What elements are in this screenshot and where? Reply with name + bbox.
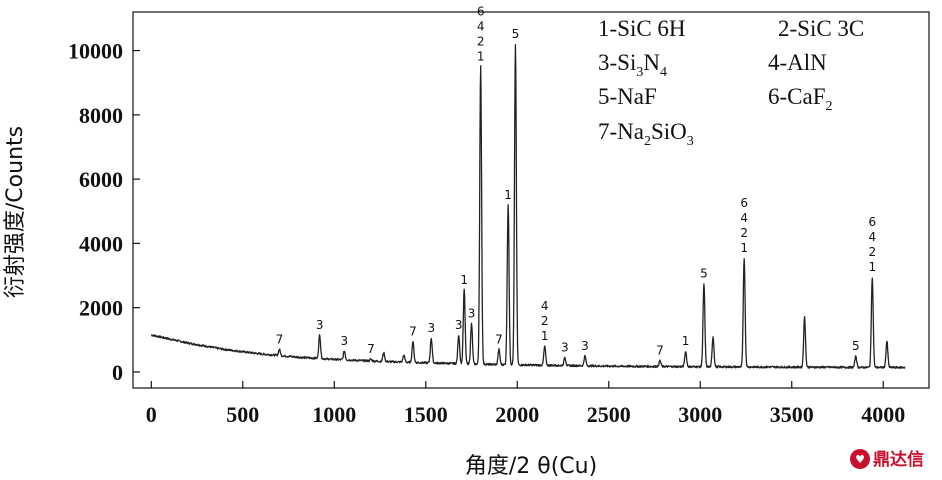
x-tick-label: 3500	[770, 402, 814, 427]
legend-entry: 4-AlN	[768, 50, 827, 75]
peak-label: 3	[341, 334, 349, 348]
peak-label: 3	[316, 318, 324, 332]
watermark: ♥ 鼎达信	[850, 449, 924, 470]
peak-label: 7	[409, 324, 417, 338]
peak-label: 2	[477, 35, 485, 49]
watermark-text: 鼎达信	[873, 449, 924, 470]
peak-label: 3	[581, 339, 589, 353]
peak-label: 1	[682, 334, 690, 348]
peak-label: 5	[852, 339, 860, 353]
x-tick-label: 3000	[678, 402, 722, 427]
x-tick-label: 2500	[587, 402, 631, 427]
x-tick-label: 500	[226, 402, 259, 427]
peak-label: 1	[477, 50, 485, 64]
x-axis-title: 角度/2 θ(Cu)	[465, 454, 597, 479]
peak-label: 5	[700, 267, 708, 281]
x-tick-label: 1000	[312, 402, 356, 427]
peak-label: 4	[477, 20, 485, 34]
y-tick-label: 4000	[79, 231, 123, 256]
y-axis-ticks: 0 2000 4000 6000 8000 10000	[68, 39, 140, 385]
y-axis-title: 衍射强度/Counts	[3, 126, 28, 298]
peak-label: 7	[367, 342, 375, 356]
watermark-logo-glyph: ♥	[855, 453, 865, 466]
peak-label: 1	[740, 241, 748, 255]
peak-label: 2	[541, 314, 549, 328]
x-tick-label: 0	[146, 402, 157, 427]
peak-label: 2	[740, 226, 748, 240]
peak-label: 6	[868, 215, 876, 229]
legend-entry: 3-Si3N4	[598, 50, 667, 80]
peak-label: 1	[541, 329, 549, 343]
legend-entry: 5-NaF	[598, 84, 657, 109]
peak-label: 6	[740, 196, 748, 210]
legend: 1-SiC 6H 2-SiC 3C 3-Si3N4 4-AlN 5-NaF 6-CaF2 7…	[598, 16, 864, 149]
watermark-logo-icon	[850, 449, 870, 469]
peak-label: 3	[427, 321, 435, 335]
legend-entry: 7-Na2SiO3	[598, 119, 694, 149]
peak-label: 5	[512, 27, 520, 41]
peak-label: 3	[561, 340, 569, 354]
peak-label: 1	[504, 188, 512, 202]
xrd-pattern-line	[151, 43, 906, 369]
peak-label: 7	[495, 332, 503, 346]
peak-label: 3	[455, 318, 463, 332]
x-tick-label: 2000	[495, 402, 539, 427]
y-tick-label: 0	[112, 360, 123, 385]
peak-label: 7	[276, 332, 284, 346]
y-tick-label: 2000	[79, 296, 123, 321]
peak-label: 7	[656, 344, 664, 358]
legend-entry: 6-CaF2	[768, 84, 833, 114]
peak-label: 4	[868, 230, 876, 244]
x-tick-label: 4000	[861, 402, 905, 427]
y-tick-label: 8000	[79, 103, 123, 128]
peak-label: 3	[468, 307, 476, 321]
x-axis-ticks: 0 500 1000 1500 2000 2500 3000 3500 4000	[146, 381, 905, 427]
peak-label: 1	[460, 273, 468, 287]
plot-area-frame	[132, 11, 930, 389]
x-tick-label: 1500	[404, 402, 448, 427]
peak-label: 4	[740, 211, 748, 225]
peak-label: 4	[541, 299, 549, 313]
y-tick-label: 6000	[79, 167, 123, 192]
legend-entry: 2-SiC 3C	[778, 16, 864, 41]
legend-entry: 1-SiC 6H	[598, 16, 686, 41]
y-tick-label: 10000	[68, 39, 123, 64]
peak-label: 2	[868, 245, 876, 259]
peak-label: 1	[868, 260, 876, 274]
peak-label: 6	[477, 5, 485, 19]
